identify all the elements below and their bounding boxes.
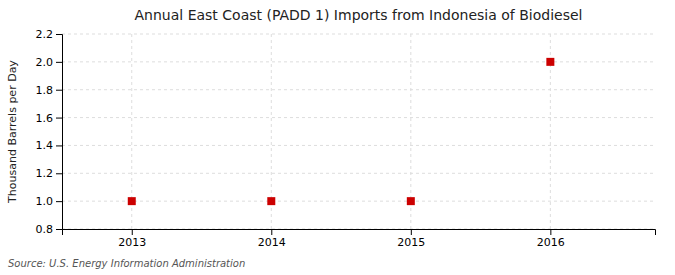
tick-mark — [56, 229, 62, 230]
tick-mark — [56, 62, 62, 63]
grid-line-y — [62, 61, 655, 62]
chart-svg: 2013 2014 2015 2016 0.8 1.0 1.2 1.4 1.6 1.8 2.0 2.2… — [0, 0, 675, 275]
grid-line-y — [62, 117, 655, 118]
tick-mark — [56, 34, 62, 35]
grid-line-y — [62, 201, 655, 202]
tick-mark — [56, 90, 62, 91]
tick: 1.6 — [36, 112, 63, 125]
tick-mark — [411, 229, 412, 235]
tick-label: 2013 — [118, 236, 146, 249]
tick-mark — [56, 118, 62, 119]
tick-mark — [132, 229, 133, 235]
tick-label: 1.6 — [36, 112, 54, 125]
grid-line-y — [62, 89, 655, 90]
point — [407, 197, 415, 205]
point — [128, 197, 136, 205]
grid — [62, 34, 655, 229]
tick: 2.2 — [36, 28, 63, 41]
tick-label: 2.2 — [36, 28, 54, 41]
tick: 1.4 — [36, 139, 63, 152]
tick-label: 2014 — [258, 236, 286, 249]
tick: 0.8 — [36, 223, 63, 236]
tick-label: 2.0 — [36, 56, 54, 69]
grid-line-y — [62, 34, 655, 35]
tick: 2016 — [537, 229, 565, 249]
annotation: Source: U.S. Energy Information Administ… — [8, 258, 245, 269]
tick-label: 1.2 — [36, 167, 54, 180]
x-axis: 2013 2014 2015 2016 — [63, 229, 656, 249]
grid-line-y — [62, 173, 655, 174]
tick-label: 2016 — [537, 236, 565, 249]
y-axis-title: Thousand Barrels per Day — [6, 60, 19, 204]
tick-mark — [56, 201, 62, 202]
tick-label: 2015 — [397, 236, 425, 249]
grid-line-y — [62, 145, 655, 146]
tick-mark — [550, 229, 551, 235]
tick-label: 1.4 — [36, 139, 54, 152]
tick-mark — [271, 229, 272, 235]
plot-area: 2013 2014 2015 2016 0.8 1.0 1.2 1.4 1.6 1.8 2.0 2.2 — [36, 28, 656, 249]
tick-label: 1.8 — [36, 84, 54, 97]
tick: 1.8 — [36, 84, 63, 97]
tick-mark — [56, 173, 62, 174]
point — [267, 197, 275, 205]
tick-label: 0.8 — [36, 223, 54, 236]
axis-line — [56, 35, 63, 230]
title: Annual East Coast (PADD 1) Imports from … — [135, 7, 583, 23]
tick: 2.0 — [36, 56, 63, 69]
point — [546, 58, 554, 66]
axis-line — [63, 230, 656, 236]
tick-label: 1.0 — [36, 195, 54, 208]
tick: 2013 — [118, 229, 146, 249]
tick: 1.0 — [36, 195, 63, 208]
tick-mark — [56, 145, 62, 146]
tick: 2014 — [258, 229, 286, 249]
y-axis: 0.8 1.0 1.2 1.4 1.6 1.8 2.0 2.2 — [36, 28, 63, 236]
tick: 1.2 — [36, 167, 63, 180]
marks — [128, 58, 555, 205]
chart-container: 2013 2014 2015 2016 0.8 1.0 1.2 1.4 1.6 1.8 2.0 2.2… — [0, 0, 675, 275]
tick: 2015 — [397, 229, 425, 249]
